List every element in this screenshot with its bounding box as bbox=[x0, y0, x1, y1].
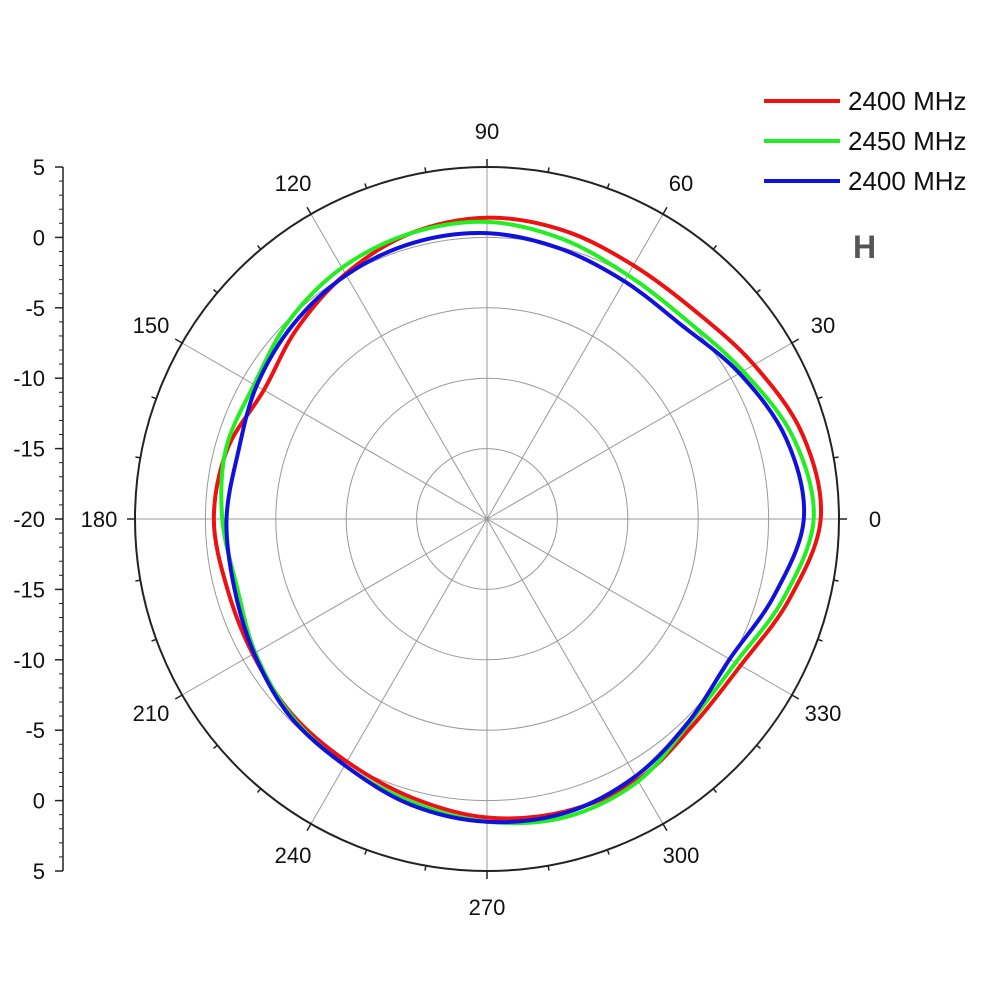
angle-tick-210 bbox=[174, 694, 183, 700]
radial-tick-label-0: 5 bbox=[33, 155, 45, 180]
angle-tick-310 bbox=[712, 788, 718, 793]
angle-tick-190 bbox=[135, 579, 141, 582]
angle-tick-350 bbox=[833, 579, 839, 582]
angle-tick-330 bbox=[791, 694, 800, 700]
legend: 2400 MHz 2450 MHz 2400 MHz bbox=[764, 86, 967, 196]
angle-tick-label-330: 330 bbox=[805, 701, 842, 726]
grid-spoke-60 bbox=[486, 213, 664, 520]
series-line-2 bbox=[224, 231, 807, 825]
radial-tick-label-2: -5 bbox=[25, 296, 45, 321]
angle-tick-130 bbox=[256, 245, 262, 250]
radial-axis: 5 0 -5 -10 -15 -20 -15 -10 -5 0 5 bbox=[13, 155, 64, 884]
angle-tick-label-30: 30 bbox=[811, 313, 835, 338]
angle-tick-label-240: 240 bbox=[275, 843, 312, 868]
angle-tick-280 bbox=[547, 865, 550, 871]
angle-tick-120 bbox=[306, 206, 312, 215]
angle-tick-label-120: 120 bbox=[275, 171, 312, 196]
polar-grid bbox=[134, 166, 840, 872]
angle-tick-110 bbox=[364, 183, 368, 189]
angle-tick-label-210: 210 bbox=[133, 701, 170, 726]
radial-tick-label-4: -15 bbox=[13, 437, 45, 462]
angle-tick-label-180: 180 bbox=[81, 507, 118, 532]
polar-series bbox=[211, 215, 824, 826]
angle-tick-100 bbox=[424, 167, 427, 173]
angle-tick-label-150: 150 bbox=[133, 313, 170, 338]
angle-tick-250 bbox=[364, 849, 368, 855]
grid-spoke-240 bbox=[310, 518, 488, 825]
angle-tick-label-0: 0 bbox=[869, 507, 881, 532]
angle-tick-230 bbox=[256, 788, 262, 793]
angle-tick-140 bbox=[213, 288, 218, 294]
legend-label-0: 2400 MHz bbox=[848, 86, 967, 116]
angle-tick-30 bbox=[791, 338, 800, 344]
angle-tick-60 bbox=[662, 206, 668, 215]
angle-tick-240 bbox=[306, 823, 312, 832]
radial-tick-label-3: -10 bbox=[13, 366, 45, 391]
radial-tick-label-10: 5 bbox=[33, 859, 45, 884]
angle-tick-20 bbox=[817, 396, 823, 400]
grid-spoke-210 bbox=[181, 518, 488, 696]
angle-tick-70 bbox=[606, 183, 610, 189]
angle-tick-label-60: 60 bbox=[669, 171, 693, 196]
angle-tick-150 bbox=[174, 338, 183, 344]
angle-tick-50 bbox=[712, 245, 718, 250]
angle-tick-290 bbox=[606, 849, 610, 855]
radial-tick-label-8: -5 bbox=[25, 718, 45, 743]
angle-tick-260 bbox=[424, 865, 427, 871]
polar-outer-axis bbox=[127, 159, 847, 879]
grid-spoke-330 bbox=[486, 518, 793, 696]
legend-label-2: 2400 MHz bbox=[848, 166, 967, 196]
angle-tick-300 bbox=[662, 823, 668, 832]
panel-label: H bbox=[853, 229, 876, 265]
angle-tick-10 bbox=[833, 456, 839, 459]
angle-tick-170 bbox=[135, 456, 141, 459]
angle-tick-80 bbox=[547, 167, 550, 173]
angle-tick-labels: 0 30 60 90 120 150 180 210 240 270 300 330 bbox=[81, 119, 881, 920]
angle-tick-label-300: 300 bbox=[663, 843, 700, 868]
radial-tick-label-1: 0 bbox=[33, 225, 45, 250]
angle-tick-200 bbox=[151, 638, 157, 642]
radial-tick-label-9: 0 bbox=[33, 789, 45, 814]
grid-spoke-120 bbox=[310, 213, 488, 520]
angle-tick-40 bbox=[756, 288, 761, 294]
legend-label-1: 2450 MHz bbox=[848, 126, 967, 156]
angle-tick-label-90: 90 bbox=[475, 119, 499, 144]
angle-tick-320 bbox=[756, 744, 761, 750]
grid-spoke-30 bbox=[486, 342, 793, 520]
angle-tick-340 bbox=[817, 638, 823, 642]
radial-tick-label-6: -15 bbox=[13, 577, 45, 602]
grid-spoke-300 bbox=[486, 518, 664, 825]
radial-tick-label-7: -10 bbox=[13, 648, 45, 673]
angle-tick-160 bbox=[151, 396, 157, 400]
angle-tick-label-270: 270 bbox=[469, 895, 506, 920]
grid-spoke-150 bbox=[181, 342, 488, 520]
series-line-1 bbox=[219, 219, 816, 826]
radial-tick-label-5: -20 bbox=[13, 507, 45, 532]
angle-tick-220 bbox=[213, 744, 218, 750]
